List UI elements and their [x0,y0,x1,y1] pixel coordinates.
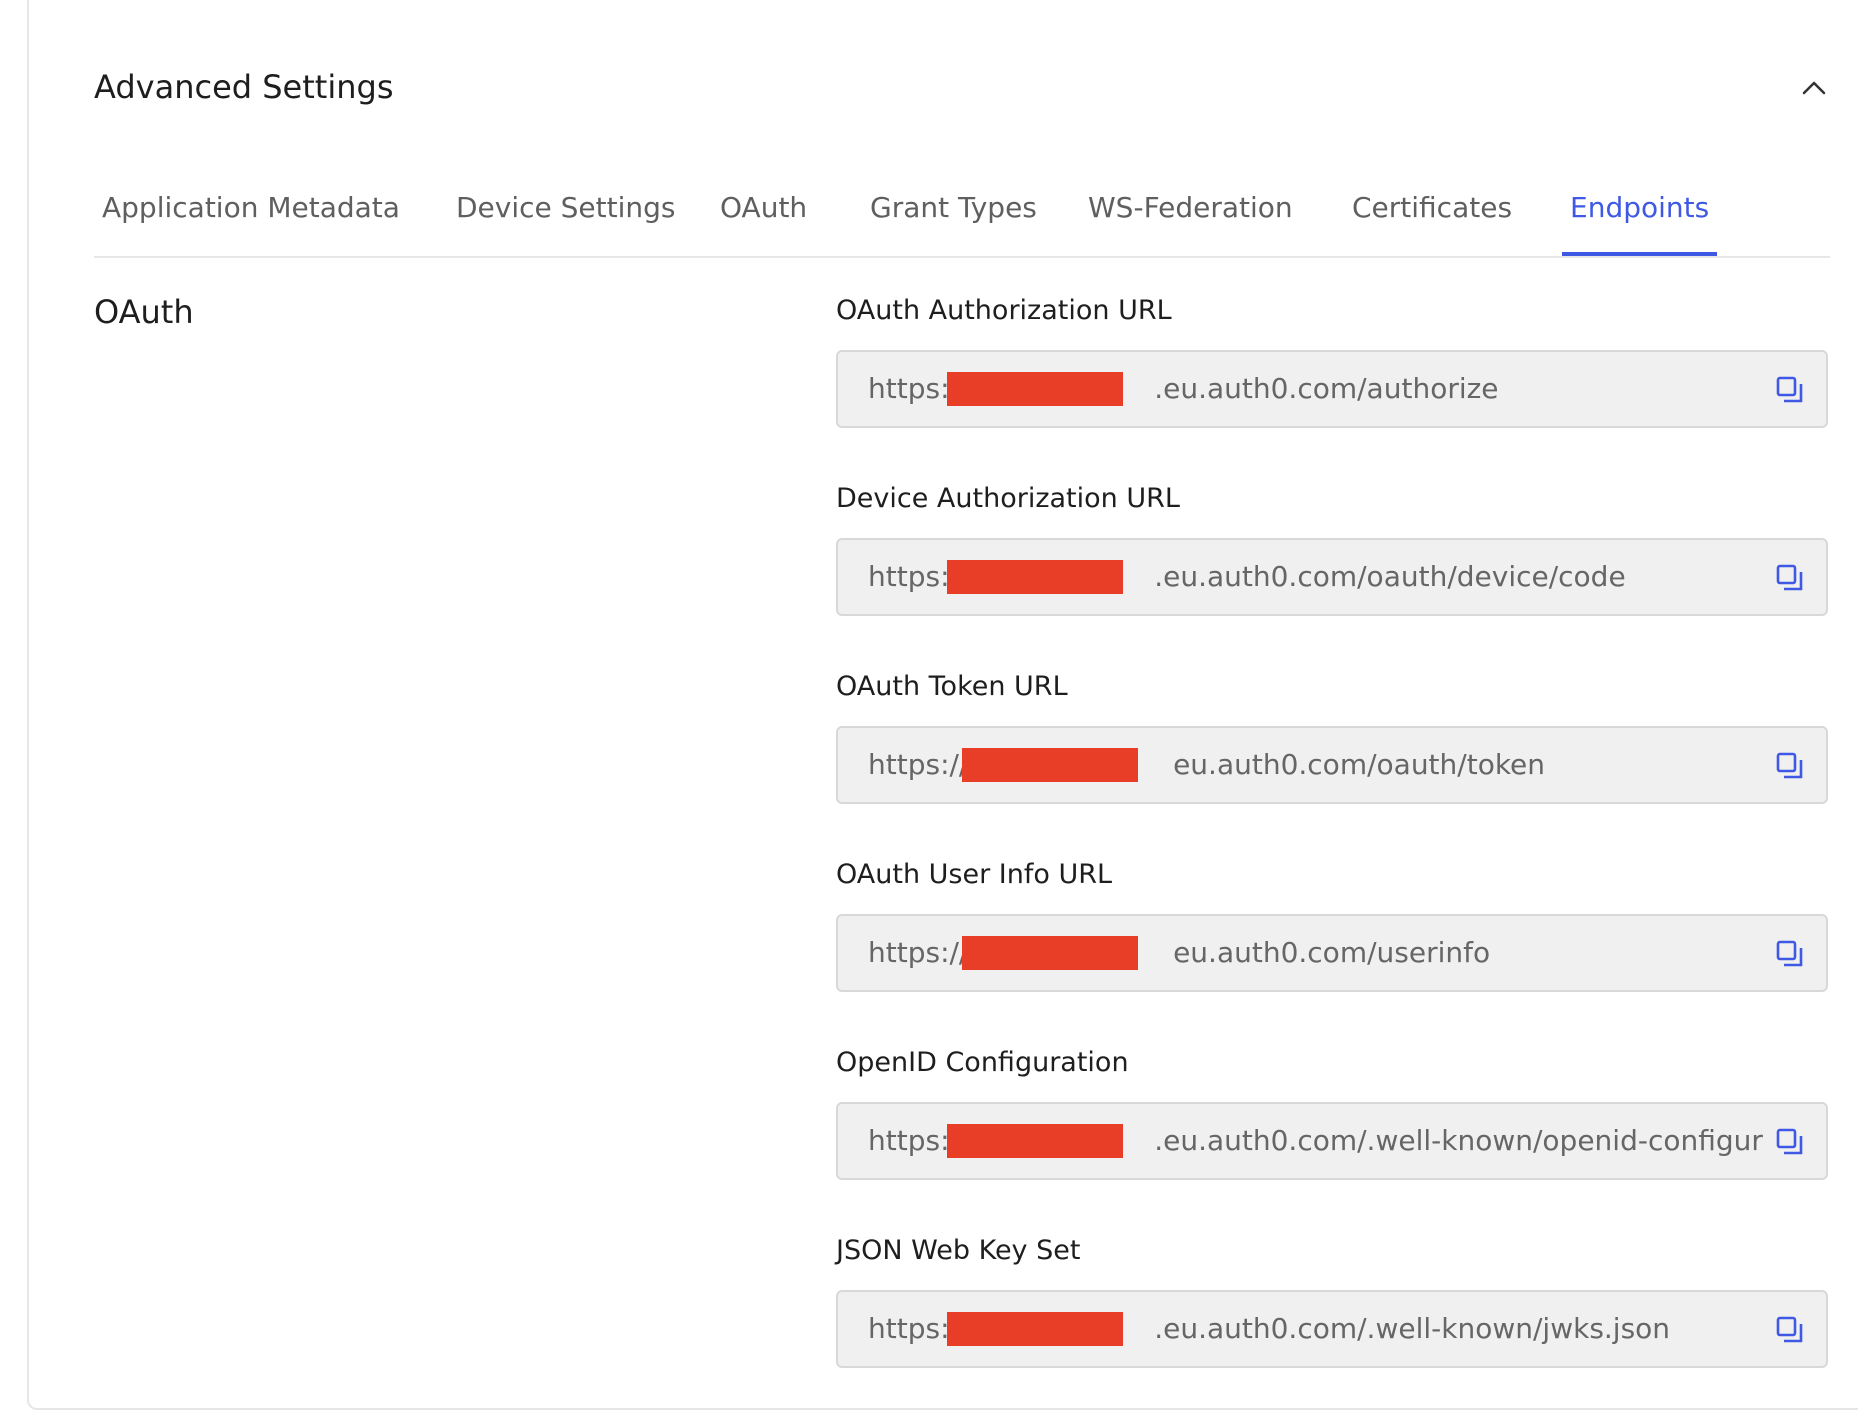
oauth-token-url-field[interactable]: https:// eu.auth0.com/oauth/token [836,726,1828,804]
tab-application-metadata[interactable]: Application Metadata [102,191,400,224]
tab-grant-types[interactable]: Grant Types [870,191,1037,224]
copy-icon[interactable] [1776,376,1804,404]
oauth-authorization-url-field[interactable]: https: .eu.auth0.com/authorize [836,350,1828,428]
panel-title: Advanced Settings [94,68,394,106]
redaction-block [947,1312,1123,1346]
field-label-json-web-key-set: JSON Web Key Set [836,1235,1081,1266]
redaction-block [947,560,1123,594]
tab-ws-federation[interactable]: WS-Federation [1088,191,1293,224]
copy-icon[interactable] [1776,940,1804,968]
settings-tabs: Application Metadata Device Settings OAu… [94,186,1830,258]
tab-oauth[interactable]: OAuth [720,191,808,224]
field-value: https: .eu.auth0.com/.well-known/jwks.js… [868,1312,1671,1345]
chevron-up-icon [1802,81,1826,95]
field-value: https: .eu.auth0.com/authorize [868,372,1499,405]
section-title: OAuth [94,293,194,331]
field-value: https:// eu.auth0.com/userinfo [868,936,1491,969]
copy-icon[interactable] [1776,752,1804,780]
field-label-oauth-authorization-url: OAuth Authorization URL [836,295,1172,326]
copy-icon[interactable] [1776,564,1804,592]
copy-icon[interactable] [1776,1316,1804,1344]
json-web-key-set-field[interactable]: https: .eu.auth0.com/.well-known/jwks.js… [836,1290,1828,1368]
field-value: https: .eu.auth0.com/oauth/device/code [868,560,1626,593]
device-authorization-url-field[interactable]: https: .eu.auth0.com/oauth/device/code [836,538,1828,616]
collapse-button[interactable] [1796,70,1832,106]
tab-endpoints[interactable]: Endpoints [1562,186,1718,256]
oauth-user-info-url-field[interactable]: https:// eu.auth0.com/userinfo [836,914,1828,992]
field-label-openid-configuration: OpenID Configuration [836,1047,1129,1078]
copy-icon[interactable] [1776,1128,1804,1156]
tab-certificates[interactable]: Certificates [1352,191,1513,224]
field-value: https:// eu.auth0.com/oauth/token [868,748,1546,781]
openid-configuration-field[interactable]: https: .eu.auth0.com/.well-known/openid-… [836,1102,1828,1180]
field-label-oauth-user-info-url: OAuth User Info URL [836,859,1113,890]
redaction-block [947,1124,1123,1158]
tab-device-settings[interactable]: Device Settings [456,191,676,224]
redaction-block [962,936,1138,970]
redaction-block [947,372,1123,406]
field-label-device-authorization-url: Device Authorization URL [836,483,1180,514]
field-label-oauth-token-url: OAuth Token URL [836,671,1068,702]
field-value: https: .eu.auth0.com/.well-known/openid-… [868,1124,1763,1157]
redaction-block [962,748,1138,782]
